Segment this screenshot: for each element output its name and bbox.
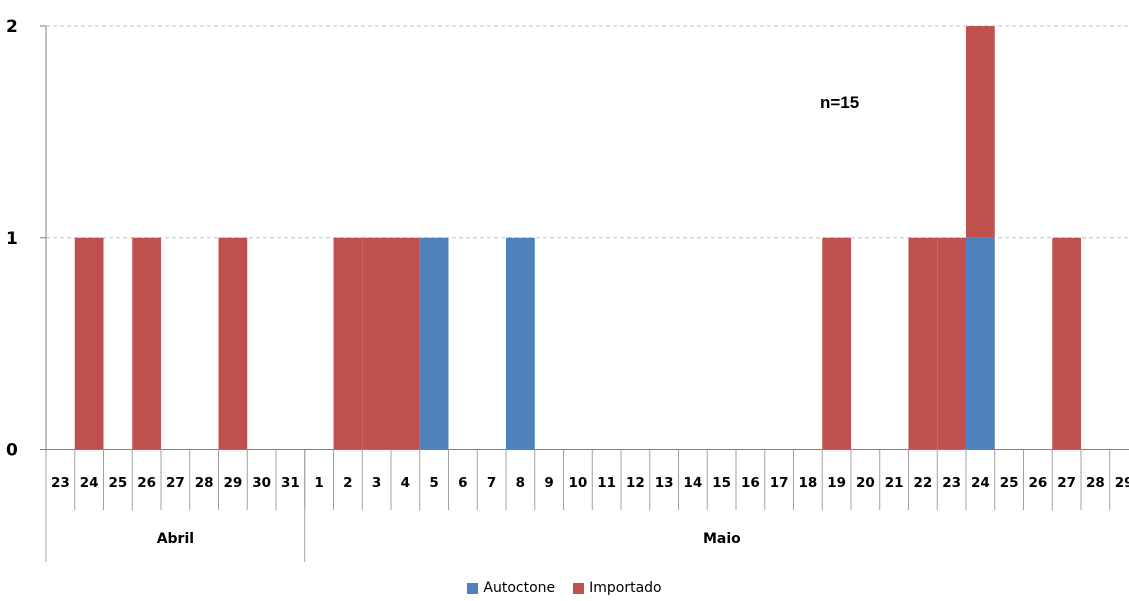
legend-swatch-autoctone [467,582,479,594]
x-tick-label: 15 [712,475,731,491]
x-tick-label: 5 [429,475,438,491]
x-tick-label: 11 [597,475,616,491]
x-tick-label: 29 [223,475,242,491]
x-tick-label: 18 [798,475,817,491]
sample-size-annotation: n=15 [820,93,859,112]
y-tick-label: 2 [6,17,18,37]
x-tick-label: 23 [51,475,70,491]
y-tick-label: 1 [6,229,18,249]
bar-importado-32 [966,26,995,238]
x-tick-label: 26 [1028,475,1047,491]
x-tick-label: 9 [544,475,553,491]
x-tick-label: 23 [942,475,961,491]
bar-autoctone-32 [966,237,995,450]
x-tick-label: 17 [770,475,789,491]
bar-importado-1 [74,237,104,450]
x-tick-label: 19 [827,475,846,491]
x-axis: 23 24 25 26 27 28 29 30 31 1 2 3 4 5 6 7 8 9 10 11 12 13 14 15 1… [45,449,1129,562]
bar-importado-11 [362,237,391,450]
month-label-maio: Maio [703,531,741,547]
bar-importado-27 [822,237,851,450]
legend-label-autoctone: Autoctone [483,580,556,596]
x-tick-label: 14 [683,475,702,491]
x-tick-label: 31 [281,475,300,491]
x-tick-label: 12 [626,475,645,491]
x-tick-label: 29 [1115,475,1129,491]
x-tick-label: 25 [1000,475,1019,491]
x-tick-label: 21 [885,475,904,491]
x-tick-label: 28 [1086,475,1105,491]
bar-importado-3 [132,237,161,450]
x-tick-label: 25 [108,475,127,491]
x-tick-label: 27 [166,475,185,491]
y-tick-label: 0 [6,441,18,461]
gridlines [46,25,1129,239]
bar-importado-6 [218,237,248,450]
x-tick-label: 1 [314,475,323,491]
x-tick-label: 6 [458,475,467,491]
bar-autoctone-13 [419,237,449,450]
x-tick-label: 4 [401,475,410,491]
legend-swatch-importado [573,582,585,594]
x-tick-label: 22 [913,475,932,491]
x-tick-label: 26 [137,475,156,491]
x-tick-label: 30 [252,475,271,491]
bar-importado-10 [333,237,363,450]
x-tick-label: 3 [372,475,381,491]
bar-importado-12 [391,237,420,450]
month-label-abril: Abril [157,531,194,547]
bar-importado-30 [908,237,938,450]
legend: Autoctone Importado [0,580,1129,596]
x-tick-label: 27 [1057,475,1076,491]
bar-importado-35 [1052,237,1081,450]
bar-autoctone-16 [506,237,535,450]
x-tick-label: 24 [971,475,990,491]
bars [74,26,1081,450]
x-tick-label: 24 [80,475,99,491]
x-tick-label: 20 [856,475,875,491]
x-tick-label: 7 [487,475,496,491]
x-tick-label: 8 [516,475,525,491]
y-axis: 0 1 2 [6,17,47,461]
bar-importado-31 [937,237,966,450]
x-tick-label: 28 [195,475,214,491]
x-tick-label: 10 [568,475,587,491]
legend-item-autoctone: Autoctone [467,580,555,596]
legend-label-importado: Importado [589,580,662,596]
x-tick-label: 2 [343,475,352,491]
x-tick-label: 16 [741,475,760,491]
legend-item-importado: Importado [573,580,662,596]
x-tick-label: 13 [655,475,674,491]
